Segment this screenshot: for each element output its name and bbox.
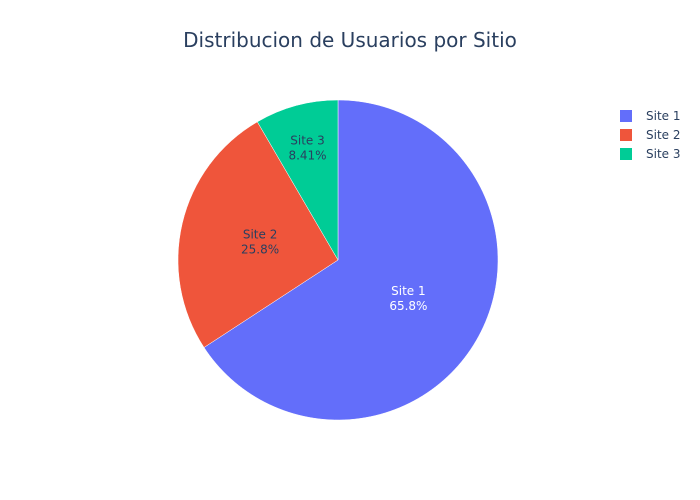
pie-slice-site-1[interactable] xyxy=(203,99,499,421)
chart-title: Distribucion de Usuarios por Sitio xyxy=(183,28,517,52)
legend-swatch xyxy=(620,109,632,122)
legend-label: Site 3 xyxy=(646,146,681,161)
pie-slice-site-3[interactable] xyxy=(256,99,339,261)
legend-item-site-3[interactable]: Site 3 xyxy=(620,144,681,163)
legend-item-site-1[interactable]: Site 1 xyxy=(620,106,681,125)
legend: Site 1 Site 2 Site 3 xyxy=(620,106,681,163)
legend-swatch xyxy=(620,128,632,141)
slice-label-site-2: Site 2 25.8% xyxy=(241,228,279,257)
legend-swatch xyxy=(620,147,632,160)
pie-slice-site-2[interactable] xyxy=(177,121,339,348)
legend-label: Site 1 xyxy=(646,108,681,123)
legend-label: Site 2 xyxy=(646,127,681,142)
legend-item-site-2[interactable]: Site 2 xyxy=(620,125,681,144)
slice-label-site-1: Site 1 65.8% xyxy=(389,284,427,313)
slice-label-site-3: Site 3 8.41% xyxy=(288,133,326,162)
